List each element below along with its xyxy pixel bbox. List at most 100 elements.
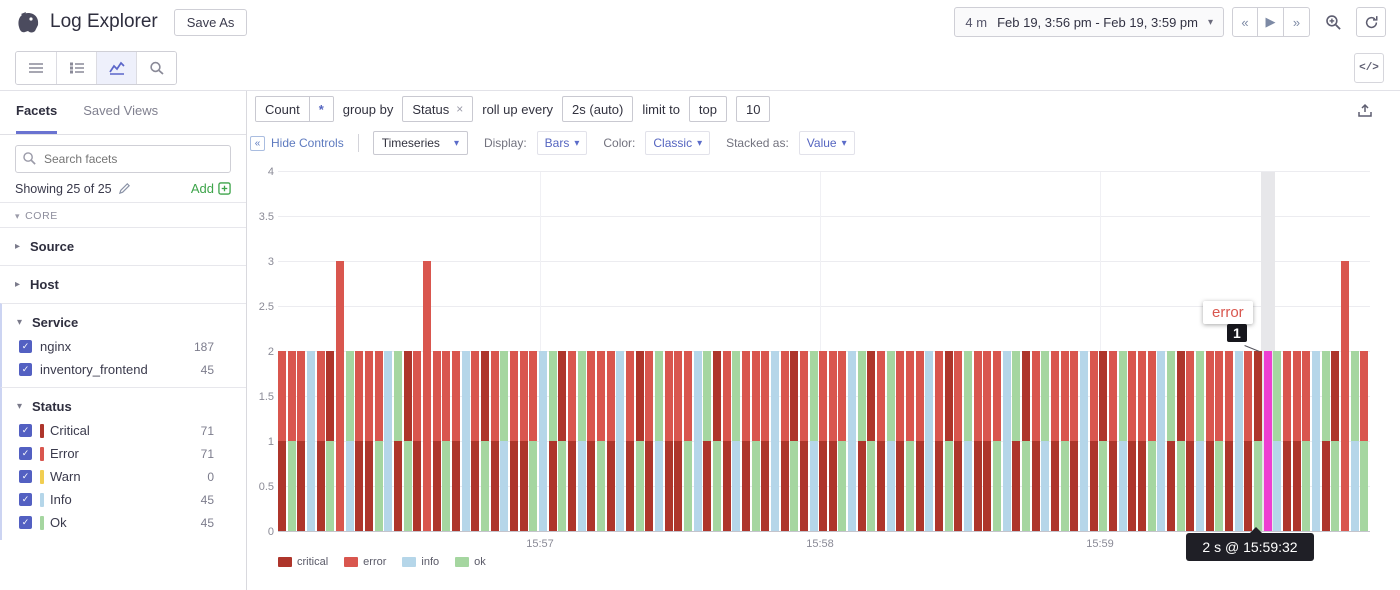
bar-error[interactable] [316,351,325,441]
bar-ok[interactable] [345,351,354,441]
bar-critical[interactable] [278,441,286,531]
bar-info[interactable] [538,441,547,531]
bar-error[interactable] [529,351,538,441]
bar-info[interactable] [1118,441,1127,531]
bar-ok[interactable] [529,441,538,531]
bar-critical[interactable] [1022,351,1031,441]
bar-ok[interactable] [1012,351,1021,441]
bar-critical[interactable] [1031,441,1040,531]
bar-info[interactable] [809,441,818,531]
bar-error[interactable] [983,351,992,441]
bar-ok[interactable] [867,441,876,531]
bar-error[interactable] [335,351,344,441]
checkbox-checked[interactable]: ✓ [19,516,32,529]
bar-error[interactable] [973,351,982,441]
tab-saved-views[interactable]: Saved Views [83,103,159,118]
bar-ok[interactable] [1215,441,1224,531]
bar-info[interactable] [1157,441,1166,531]
bar-critical[interactable] [712,351,721,441]
bar-error[interactable] [1215,351,1224,441]
bar-ok[interactable] [1302,441,1311,531]
timeseries-view-button[interactable] [96,52,136,84]
bar-info[interactable] [1041,441,1050,531]
datadog-logo-icon[interactable] [14,8,42,36]
bar-error[interactable] [780,351,789,441]
count-selector[interactable]: Count * [255,96,334,122]
bar-critical[interactable] [1244,441,1253,531]
play-button[interactable]: ▶ [1258,7,1284,37]
bar-critical[interactable] [935,441,944,531]
bar-error[interactable] [355,351,364,441]
limit-count-chip[interactable]: 10 [736,96,771,122]
bar-error[interactable] [1089,351,1098,441]
bar-info[interactable] [1002,351,1011,441]
bar-error[interactable] [896,351,905,441]
bar-ok[interactable] [1273,351,1282,441]
bar-ok[interactable] [1254,441,1263,531]
bar-info[interactable] [770,351,779,441]
bar-info[interactable] [1196,441,1205,531]
bar-ok[interactable] [703,351,712,441]
bar-critical[interactable] [480,351,489,441]
bar-critical[interactable] [1283,441,1292,531]
bar-ok[interactable] [790,441,799,531]
bar-ok[interactable] [480,441,489,531]
bar-critical[interactable] [432,441,441,531]
bar-ok[interactable] [1041,351,1050,441]
bar-critical[interactable] [451,441,460,531]
add-facet-button[interactable]: Add [191,181,231,196]
bar-error[interactable] [374,351,383,441]
bar-critical[interactable] [790,351,799,441]
bar-ok[interactable] [886,351,895,441]
bar-error[interactable] [935,351,944,441]
bar-info[interactable] [577,441,586,531]
bar-info[interactable] [461,351,470,441]
bar-error[interactable] [1341,441,1349,531]
bar-error[interactable] [838,351,847,441]
checkbox-checked[interactable]: ✓ [19,447,32,460]
bar-error[interactable] [1360,351,1369,441]
rollup-chip[interactable]: 2s (auto) [562,96,634,122]
bar-info[interactable] [1350,441,1359,531]
bar-critical[interactable] [857,441,866,531]
bar-error[interactable] [490,351,499,441]
bar-info[interactable] [500,441,509,531]
bar-ok[interactable] [1331,441,1340,531]
bar-critical[interactable] [548,441,557,531]
bar-info[interactable] [1002,441,1011,531]
bar-error[interactable] [413,351,422,441]
checkbox-checked[interactable]: ✓ [19,424,32,437]
bar-info[interactable] [1312,441,1321,531]
bar-info[interactable] [732,441,741,531]
bar-error[interactable] [1263,351,1272,441]
bar-error[interactable] [509,351,518,441]
bar-error[interactable] [432,351,441,441]
bar-ok[interactable] [838,441,847,531]
edit-facets-icon[interactable] [118,182,131,195]
bar-critical[interactable] [1109,441,1118,531]
facet-value-row[interactable]: ✓ Warn 0 [2,465,246,488]
bar-critical[interactable] [1186,441,1195,531]
bar-info[interactable] [345,441,354,531]
bar-ok[interactable] [654,351,663,441]
refresh-button[interactable] [1356,7,1386,37]
bar-error[interactable] [1060,351,1069,441]
bar-critical[interactable] [954,441,963,531]
bar-ok[interactable] [1118,351,1127,441]
bar-error[interactable] [799,351,808,441]
bar-ok[interactable] [1022,441,1031,531]
bar-ok[interactable] [326,441,335,531]
bar-ok[interactable] [1060,441,1069,531]
bar-critical[interactable] [471,441,480,531]
bar-ok[interactable] [374,441,383,531]
bar-error[interactable] [519,351,528,441]
bar-critical[interactable] [606,441,615,531]
bar-error[interactable] [819,351,828,441]
bar-error[interactable] [722,351,731,441]
bar-error[interactable] [287,351,296,441]
color-dropdown[interactable]: Classic ▾ [645,131,711,155]
bar-ok[interactable] [1321,351,1330,441]
bar-error[interactable] [606,351,615,441]
bar-critical[interactable] [1292,441,1301,531]
bar-critical[interactable] [944,351,953,441]
